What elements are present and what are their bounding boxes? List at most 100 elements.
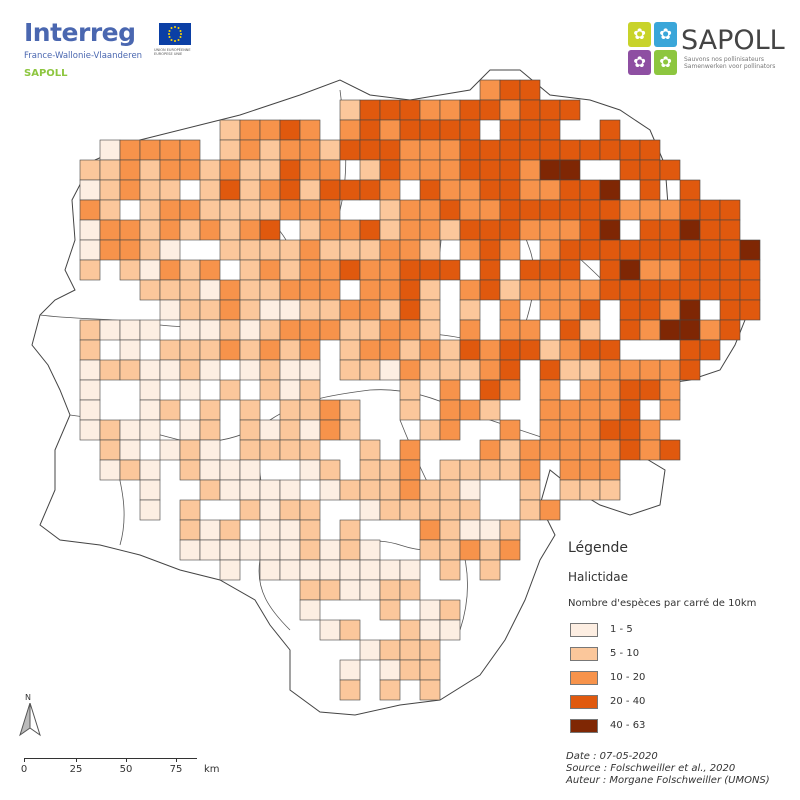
grid-cell: [659, 159, 681, 181]
grid-cell: [419, 599, 441, 621]
grid-cell: [339, 539, 361, 561]
grid-cell: [79, 159, 101, 181]
scale-tick: [24, 758, 25, 762]
legend-family: Halictidae: [568, 570, 629, 584]
grid-cell: [319, 259, 341, 281]
grid-cell: [559, 139, 581, 161]
grid-cell: [739, 299, 761, 321]
grid-cell: [559, 339, 581, 361]
grid-cell: [559, 299, 581, 321]
grid-cell: [599, 239, 621, 261]
grid-cell: [319, 279, 341, 301]
grid-cell: [519, 159, 541, 181]
grid-cell: [639, 359, 661, 381]
north-arrow-icon: [19, 703, 41, 737]
grid-cell: [219, 459, 241, 481]
grid-cell: [519, 99, 541, 121]
grid-cell: [139, 219, 161, 241]
grid-cell: [139, 499, 161, 521]
grid-cell: [119, 439, 141, 461]
legend-title: Légende: [568, 540, 629, 556]
sapoll-tagline-fr: Sauvons nos pollinisateurs: [684, 56, 765, 63]
grid-cell: [539, 259, 561, 281]
grid-cell: [539, 99, 561, 121]
grid-cell: [219, 379, 241, 401]
grid-cell: [539, 239, 561, 261]
grid-cell: [539, 179, 561, 201]
grid-cell: [579, 219, 601, 241]
north-label: N: [25, 693, 31, 702]
grid-cell: [159, 239, 181, 261]
grid-cell: [499, 99, 521, 121]
grid-cell: [119, 339, 141, 361]
grid-cell: [679, 339, 701, 361]
grid-cell: [299, 299, 321, 321]
grid-cell: [99, 139, 121, 161]
grid-cell: [319, 539, 341, 561]
grid-cell: [179, 159, 201, 181]
grid-cell: [419, 539, 441, 561]
grid-cell: [659, 259, 681, 281]
grid-cell: [339, 399, 361, 421]
grid-cell: [359, 579, 381, 601]
grid-cell: [259, 179, 281, 201]
grid-cell: [119, 359, 141, 381]
grid-cell: [639, 179, 661, 201]
grid-cell: [559, 439, 581, 461]
grid-cell: [459, 479, 481, 501]
grid-cell: [599, 419, 621, 441]
grid-cell: [479, 159, 501, 181]
grid-cell: [279, 339, 301, 361]
grid-cell: [139, 319, 161, 341]
grid-cell: [339, 519, 361, 541]
legend-item: 20 - 40: [570, 695, 720, 711]
grid-cell: [419, 119, 441, 141]
grid-cell: [139, 159, 161, 181]
grid-cell: [119, 319, 141, 341]
grid-cell: [459, 99, 481, 121]
grid-cell: [339, 179, 361, 201]
grid-cell: [179, 359, 201, 381]
grid-cell: [299, 119, 321, 141]
grid-cell: [219, 339, 241, 361]
legend-item: 5 - 10: [570, 647, 720, 663]
grid-cell: [399, 119, 421, 141]
grid-cell: [399, 299, 421, 321]
grid-cell: [299, 539, 321, 561]
grid-cell: [379, 299, 401, 321]
grid-cell: [679, 179, 701, 201]
grid-cell: [299, 579, 321, 601]
legend-swatch: [570, 671, 598, 685]
grid-cell: [419, 359, 441, 381]
grid-cell: [399, 399, 421, 421]
grid-cell: [379, 99, 401, 121]
grid-cell: [439, 379, 461, 401]
grid-cell: [339, 579, 361, 601]
grid-cell: [399, 199, 421, 221]
grid-cell: [499, 339, 521, 361]
scale-unit: km: [204, 764, 220, 775]
grid-cell: [499, 179, 521, 201]
grid-cell: [479, 239, 501, 261]
grid-cell: [459, 119, 481, 141]
grid-cell: [459, 359, 481, 381]
grid-cell: [419, 419, 441, 441]
grid-cell: [239, 479, 261, 501]
grid-cell: [179, 139, 201, 161]
grid-cell: [179, 339, 201, 361]
grid-cell: [659, 219, 681, 241]
grid-cell: [559, 479, 581, 501]
grid-cell: [579, 339, 601, 361]
grid-cell: [399, 319, 421, 341]
grid-cell: [639, 219, 661, 241]
grid-cell: [459, 459, 481, 481]
interreg-logo: Interreg UNION EUROPÉENNE EUROPESE UNIE …: [24, 18, 191, 88]
grid-cell: [379, 359, 401, 381]
grid-cell: [659, 379, 681, 401]
grid-cell: [79, 359, 101, 381]
grid-cell: [479, 279, 501, 301]
grid-cell: [99, 359, 121, 381]
grid-cell: [179, 199, 201, 221]
grid-cell: [279, 259, 301, 281]
grid-cell: [359, 179, 381, 201]
